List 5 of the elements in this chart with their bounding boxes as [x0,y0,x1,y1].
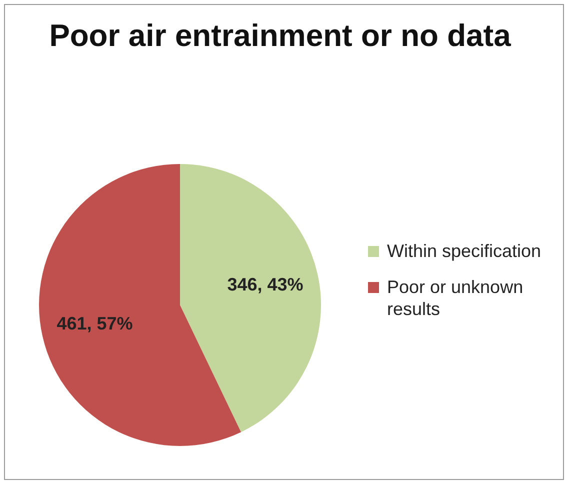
chart-title: Poor air entrainment or no data [48,17,512,55]
data-label: 461, 57% [56,313,133,334]
data-label: 346, 43% [227,274,304,295]
legend-label: Poor or unknown results [387,276,524,320]
legend-label: Within specification [387,240,542,262]
